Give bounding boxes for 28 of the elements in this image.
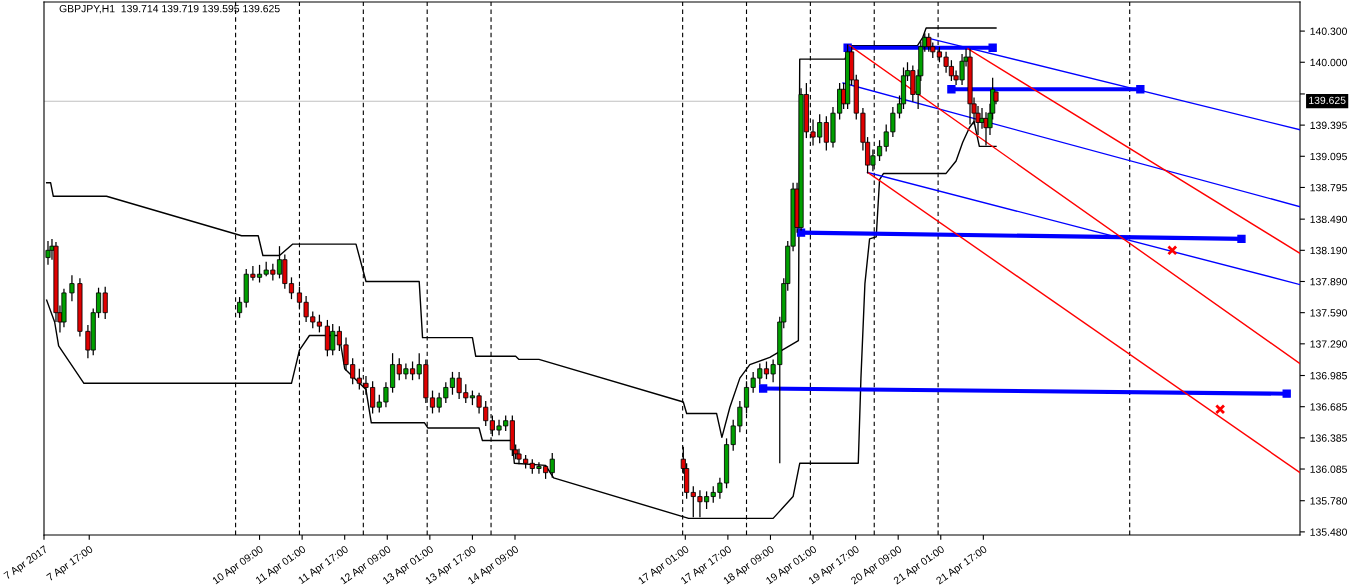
- point: [1136, 85, 1145, 94]
- point: [758, 384, 768, 393]
- y-tick-label: 139.395: [1310, 121, 1347, 129]
- y-tick-label: 140.300: [1310, 27, 1347, 35]
- y-tick-label: 140.000: [1310, 58, 1347, 67]
- y-tick-label: 138.795: [1310, 183, 1347, 192]
- point: [1282, 389, 1291, 398]
- y-tick-label: 139.095: [1310, 152, 1347, 161]
- point: [1237, 234, 1246, 244]
- point: [796, 228, 806, 237]
- y-tick-label: 137.290: [1310, 340, 1347, 348]
- y-tick-label: 136.685: [1310, 403, 1347, 411]
- y-tick-label: 136.385: [1310, 434, 1347, 442]
- point: [947, 85, 956, 94]
- y-tick-label: 138.490: [1310, 215, 1347, 224]
- y-tick-label: 137.590: [1310, 309, 1347, 317]
- y-tick-label: 136.085: [1310, 465, 1347, 473]
- y-tick-label: 137.890: [1310, 277, 1347, 286]
- y-tick-label: 136.985: [1310, 372, 1347, 380]
- y-tick-label: 138.190: [1310, 246, 1347, 255]
- ref-line-label: 139.625: [1309, 96, 1346, 105]
- point: [988, 43, 997, 52]
- point: [1167, 245, 1178, 256]
- y-tick-label: 135.780: [1310, 497, 1347, 505]
- point: [1214, 404, 1226, 415]
- candlestick: [69, 274, 75, 302]
- chart-title: GBPJPY,H1 139.714 139.719 139.595 139.625: [59, 4, 280, 14]
- y-tick-label: 135.480: [1310, 528, 1347, 536]
